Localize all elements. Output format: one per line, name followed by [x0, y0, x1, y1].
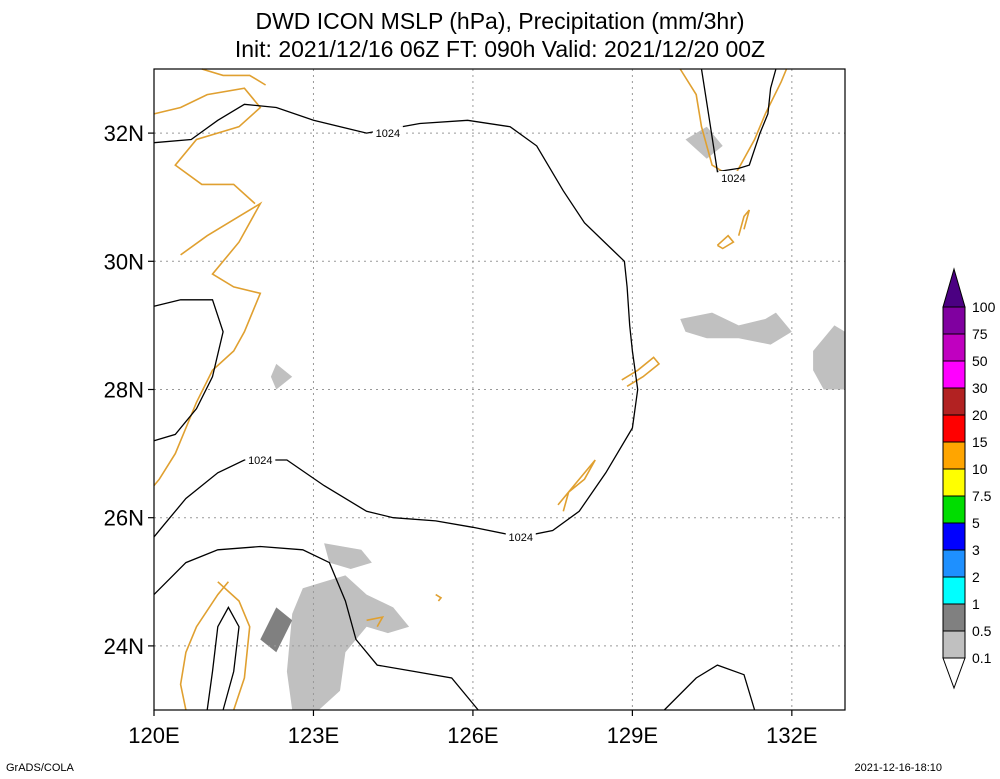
isobar-line — [153, 299, 224, 442]
colorbar-label: 5 — [972, 515, 980, 531]
coastline — [435, 593, 443, 602]
colorbar-label: 30 — [972, 380, 988, 396]
colorbar-min-triangle — [942, 657, 966, 690]
chart-title-line-2: Init: 2021/12/16 06Z FT: 090h Valid: 202… — [234, 36, 766, 62]
coastline — [153, 87, 262, 205]
coastline — [737, 209, 751, 236]
isobar-line — [700, 68, 777, 173]
x-tick-label: 120E — [128, 723, 179, 748]
coastline — [217, 581, 251, 711]
colorbar-box — [942, 306, 966, 335]
isobar-label: 1024 — [376, 128, 400, 140]
colorbar-box — [942, 603, 966, 632]
colorbar-label: 50 — [972, 353, 988, 369]
axis-ticks: 120E 123E 126E 129E 132E 24N 26N 28N 30N 32N — [104, 121, 818, 748]
colorbar-label: 3 — [972, 542, 980, 558]
isobar-label: 1024 — [248, 455, 272, 467]
colorbar-box — [942, 360, 966, 389]
colorbar-label: 100 — [972, 299, 996, 315]
isobar-label: 1024 — [721, 173, 745, 185]
precip-area — [680, 312, 792, 345]
colorbar-box — [942, 333, 966, 362]
coastline — [153, 201, 263, 487]
isobar-label-bg — [245, 453, 276, 467]
colorbar-label: 75 — [972, 326, 988, 342]
precip-area — [286, 575, 410, 710]
colorbar-label: 0.1 — [972, 650, 992, 666]
colorbar-box — [942, 441, 966, 470]
colorbar-max-triangle — [942, 267, 966, 308]
isobar-layer: 1024 1024 1024 1024 — [153, 68, 777, 711]
y-tick-label: 32N — [104, 121, 144, 146]
colorbar-box — [942, 387, 966, 416]
coastline — [557, 459, 596, 512]
precipitation-layer — [260, 126, 845, 710]
precip-area — [270, 363, 293, 390]
colorbar-label: 0.5 — [972, 623, 992, 639]
x-tick-label: 132E — [766, 723, 817, 748]
precip-area — [813, 325, 845, 390]
coastline — [679, 68, 788, 180]
colorbar-label: 20 — [972, 407, 988, 423]
x-tick-label: 126E — [447, 723, 498, 748]
isobar-line — [153, 545, 479, 711]
coastline — [201, 68, 267, 86]
colorbar: 0.1 0.5 1 2 3 5 7.5 10 15 20 30 50 75 100 — [942, 267, 996, 690]
chart-title-line-1: DWD ICON MSLP (hPa), Precipitation (mm/3… — [255, 8, 745, 34]
y-tick-label: 24N — [104, 634, 144, 659]
isobar-label-bg — [718, 170, 749, 184]
coastline — [716, 234, 735, 250]
y-tick-label: 26N — [104, 506, 144, 531]
colorbar-box — [942, 468, 966, 497]
precip-area — [324, 543, 372, 569]
colorbar-label: 10 — [972, 461, 988, 477]
x-tick-label: 123E — [288, 723, 339, 748]
colorbar-label: 15 — [972, 434, 988, 450]
colorbar-label: 2 — [972, 569, 980, 585]
coastline — [366, 615, 385, 628]
x-tick-label: 129E — [607, 723, 658, 748]
colorbar-label: 7.5 — [972, 488, 992, 504]
precip-area — [260, 607, 293, 653]
colorbar-box — [942, 522, 966, 551]
footer-timestamp: 2021-12-16-18:10 — [854, 762, 942, 774]
precip-area — [685, 126, 723, 159]
isobar-line — [153, 103, 639, 538]
isobar-label-bg — [372, 126, 403, 140]
y-tick-label: 30N — [104, 249, 144, 274]
colorbar-box — [942, 576, 966, 605]
isobar-line — [206, 606, 240, 711]
y-tick-label: 28N — [104, 378, 144, 403]
coastline-layer — [153, 68, 788, 711]
colorbar-label: 1 — [972, 596, 980, 612]
colorbar-box — [942, 495, 966, 524]
isobar-label: 1024 — [509, 532, 533, 544]
coastline — [621, 356, 661, 387]
colorbar-box — [942, 549, 966, 578]
coastline — [179, 581, 230, 711]
colorbar-box — [942, 630, 966, 659]
isobar-label-bg — [505, 529, 536, 543]
colorbar-box — [942, 414, 966, 443]
footer-software-label: GrADS/COLA — [6, 762, 74, 774]
isobar-line — [663, 664, 756, 711]
